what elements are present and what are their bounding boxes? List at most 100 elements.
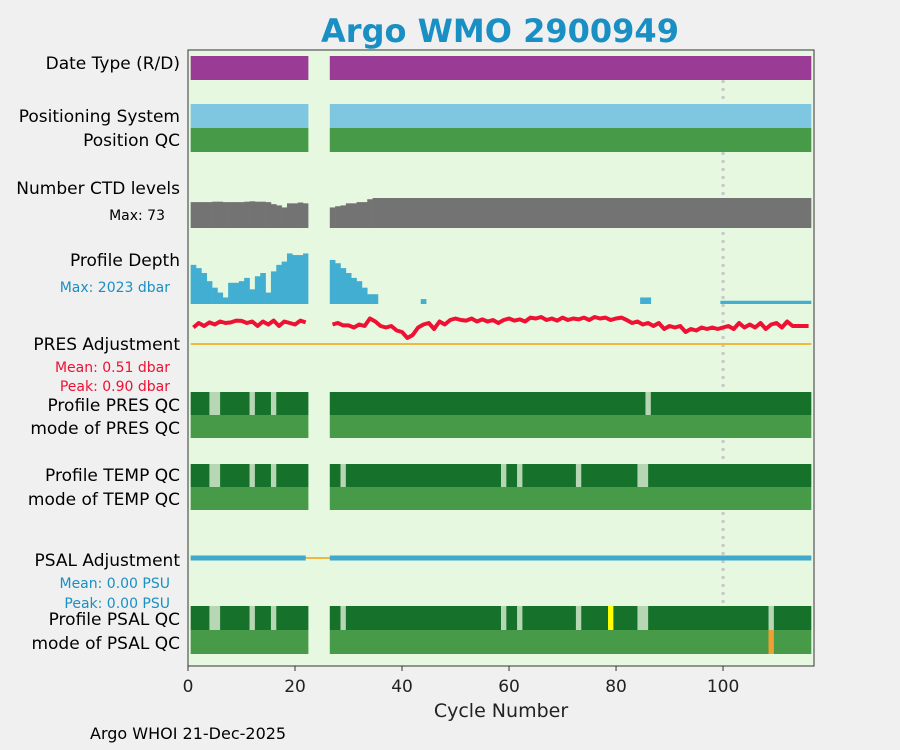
row-6-qc-mark-1 bbox=[249, 392, 255, 415]
row-9 bbox=[190, 487, 812, 510]
chart-title: Argo WMO 2900949 bbox=[321, 12, 679, 50]
row-3-step-4 bbox=[212, 201, 218, 228]
row-label-3: Number CTD levels bbox=[16, 179, 180, 199]
row-7-bar-1 bbox=[329, 415, 812, 438]
row-label-7: mode of PRES QC bbox=[30, 419, 180, 439]
row-3-step-23 bbox=[335, 206, 341, 228]
row-label-9: mode of TEMP QC bbox=[28, 490, 180, 510]
row-label-6: Profile PRES QC bbox=[47, 396, 180, 416]
row-3-step-5 bbox=[217, 201, 224, 228]
row-3 bbox=[190, 198, 812, 228]
row-3-step-7 bbox=[228, 202, 234, 228]
row-3-step-14 bbox=[265, 202, 272, 228]
row-8-qc-mark-6 bbox=[575, 464, 582, 487]
row-3-step-tail bbox=[372, 198, 812, 228]
row-3-step-19 bbox=[292, 203, 298, 228]
row-3-step-27 bbox=[356, 202, 363, 228]
row-4-step-11 bbox=[249, 289, 256, 304]
row-4 bbox=[190, 253, 812, 304]
row-2-bar-1 bbox=[329, 128, 812, 152]
row-4-step-6 bbox=[222, 297, 229, 304]
x-axis-label: Cycle Number bbox=[434, 700, 568, 722]
row-4-step-17 bbox=[281, 261, 288, 304]
row-4-step-23 bbox=[335, 263, 341, 304]
row-11 bbox=[190, 606, 812, 630]
row-3-step-pregap bbox=[303, 203, 309, 228]
row-3-step-10 bbox=[244, 201, 250, 228]
x-tick-label-1: 20 bbox=[284, 677, 306, 697]
row-9-bar-0 bbox=[190, 487, 309, 510]
row-8-qc-mark-0 bbox=[209, 464, 221, 487]
row-3-step-13 bbox=[260, 201, 266, 228]
row-8-qc-mark-7 bbox=[637, 464, 649, 487]
row-1 bbox=[190, 104, 812, 128]
row-0-bar-0 bbox=[190, 56, 309, 80]
row-8 bbox=[190, 464, 812, 487]
x-tick-label-3: 60 bbox=[498, 677, 520, 697]
row-11-qc-mark-2 bbox=[270, 606, 277, 630]
row-4-step-32 bbox=[420, 299, 427, 304]
row-2-bar-0 bbox=[190, 128, 309, 152]
row-sublabel-4: Max: 2023 dbar bbox=[60, 280, 171, 296]
row-label-0: Date Type (R/D) bbox=[46, 54, 180, 74]
row-6-bar-1 bbox=[329, 392, 812, 415]
row-4-step-15 bbox=[270, 271, 277, 304]
row-11-bar-1 bbox=[329, 606, 812, 630]
row-label-12: mode of PSAL QC bbox=[31, 634, 180, 654]
row-4-step-20 bbox=[297, 255, 304, 304]
row-3-step-24 bbox=[340, 205, 347, 228]
row-4-step-27 bbox=[356, 281, 363, 304]
row-4-step-30 bbox=[372, 294, 379, 304]
row-4-step-26 bbox=[351, 277, 357, 304]
row-sublabel-3: Max: 73 bbox=[109, 208, 165, 224]
row-label-4: Profile Depth bbox=[70, 251, 180, 271]
row-1-bar-1 bbox=[329, 104, 812, 128]
row-1-bar-0 bbox=[190, 104, 309, 128]
plot-frame bbox=[187, 49, 815, 667]
row-sublabel2-5: Peak: 0.90 dbar bbox=[60, 379, 170, 395]
row-11-qc-mark-1 bbox=[249, 606, 255, 630]
row-3-step-26 bbox=[351, 203, 357, 228]
row-4-step-9 bbox=[238, 281, 245, 304]
row-11-qc-mark-3 bbox=[340, 606, 346, 630]
row-5-series-0 bbox=[192, 318, 307, 330]
row-6-qc-mark-0 bbox=[209, 392, 221, 415]
row-4-step-10 bbox=[244, 277, 250, 304]
footer-credit: Argo WHOI 21-Dec-2025 bbox=[90, 724, 287, 743]
row-11-qc-mark-0 bbox=[209, 606, 221, 630]
row-8-bar-1 bbox=[329, 464, 812, 487]
row-12-bar-1 bbox=[329, 630, 812, 654]
row-8-qc-mark-1 bbox=[249, 464, 255, 487]
row-4-step-tail bbox=[720, 300, 812, 304]
row-3-step-3 bbox=[206, 202, 213, 228]
row-4-step-18 bbox=[286, 253, 293, 304]
row-4-step-16 bbox=[276, 264, 282, 304]
row-4-step-28 bbox=[361, 287, 368, 304]
row-5 bbox=[190, 315, 812, 345]
row-9-bar-1 bbox=[329, 487, 812, 510]
row-3-step-12 bbox=[254, 201, 261, 228]
row-4-step-12 bbox=[254, 276, 261, 304]
row-4-step-13 bbox=[260, 273, 266, 304]
row-4-step-pregap bbox=[303, 253, 309, 304]
row-3-step-28 bbox=[361, 202, 368, 228]
x-tick-label-2: 40 bbox=[391, 677, 413, 697]
x-tick-label-0: 0 bbox=[183, 677, 194, 697]
row-5-series-1 bbox=[331, 315, 809, 340]
row-3-step-16 bbox=[276, 205, 282, 228]
row-0-bar-1 bbox=[329, 56, 812, 80]
row-label-8: Profile TEMP QC bbox=[45, 466, 180, 486]
row-6-qc-mark-2 bbox=[270, 392, 277, 415]
row-sublabel1-5: Mean: 0.51 dbar bbox=[55, 360, 170, 376]
row-3-step-22 bbox=[329, 207, 336, 228]
row-4-step-3 bbox=[206, 281, 213, 304]
row-6 bbox=[190, 392, 812, 415]
row-labels: Date Type (R/D) Positioning System Positio… bbox=[16, 54, 180, 654]
row-11-qc-mark-8 bbox=[637, 606, 649, 630]
x-tick-label-4: 80 bbox=[605, 677, 627, 697]
row-7-bar-0 bbox=[190, 415, 309, 438]
row-label-1: Positioning System bbox=[19, 107, 180, 127]
row-11-qc-mark-4 bbox=[501, 606, 507, 630]
row-12-bar-0 bbox=[190, 630, 309, 654]
row-3-step-9 bbox=[238, 202, 245, 228]
